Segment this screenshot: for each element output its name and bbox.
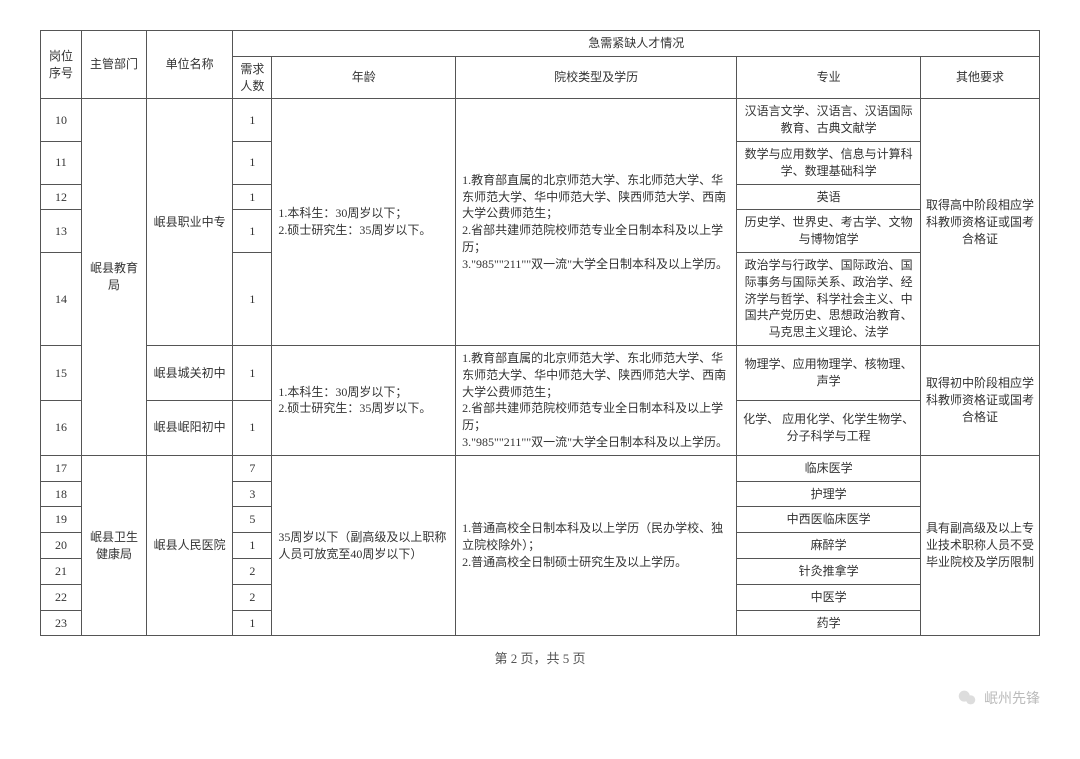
watermark-text: 岷州先锋	[984, 688, 1040, 708]
cell-idx: 10	[41, 99, 82, 142]
th-need: 需求人数	[233, 56, 272, 99]
table-row: 17 岷县卫生健康局 岷县人民医院 7 35周岁以下（副高级及以上职称人员可放宽…	[41, 455, 1040, 481]
th-major: 专业	[737, 56, 921, 99]
cell-idx: 18	[41, 481, 82, 507]
cell-major: 药学	[737, 610, 921, 636]
cell-idx: 13	[41, 210, 82, 253]
cell-idx: 16	[41, 400, 82, 455]
cell-other: 取得高中阶段相应学科教师资格证或国考合格证	[920, 99, 1039, 346]
th-idx: 岗位序号	[41, 31, 82, 99]
th-other: 其他要求	[920, 56, 1039, 99]
cell-major: 针灸推拿学	[737, 558, 921, 584]
cell-idx: 20	[41, 533, 82, 559]
cell-need: 1	[233, 400, 272, 455]
watermark: 岷州先锋	[956, 687, 1040, 709]
cell-unit: 岷县职业中专	[146, 99, 232, 346]
cell-need: 1	[233, 252, 272, 345]
cell-major: 英语	[737, 184, 921, 210]
cell-idx: 21	[41, 558, 82, 584]
cell-age: 1.本科生：30周岁以下；2.硕士研究生：35周岁以下。	[272, 345, 456, 455]
cell-dept: 岷县教育局	[82, 99, 147, 455]
th-school: 院校类型及学历	[456, 56, 737, 99]
cell-idx: 11	[41, 141, 82, 184]
cell-age: 1.本科生：30周岁以下；2.硕士研究生：35周岁以下。	[272, 99, 456, 346]
cell-idx: 15	[41, 345, 82, 400]
table-row: 10 岷县教育局 岷县职业中专 1 1.本科生：30周岁以下；2.硕士研究生：3…	[41, 99, 1040, 142]
cell-major: 物理学、应用物理学、核物理、声学	[737, 345, 921, 400]
page-footer: 第 2 页，共 5 页	[40, 648, 1040, 667]
cell-other: 取得初中阶段相应学科教师资格证或国考合格证	[920, 345, 1039, 455]
cell-major: 中西医临床医学	[737, 507, 921, 533]
cell-idx: 12	[41, 184, 82, 210]
cell-major: 数学与应用数学、信息与计算科学、数理基础科学	[737, 141, 921, 184]
wechat-icon	[956, 687, 978, 709]
recruitment-table: 岗位序号 主管部门 单位名称 急需紧缺人才情况 需求人数 年龄 院校类型及学历 …	[40, 30, 1040, 636]
cell-major: 麻醉学	[737, 533, 921, 559]
cell-school: 1.教育部直属的北京师范大学、东北师范大学、华东师范大学、华中师范大学、陕西师范…	[456, 99, 737, 346]
cell-need: 1	[233, 610, 272, 636]
cell-school: 1.教育部直属的北京师范大学、东北师范大学、华东师范大学、华中师范大学、陕西师范…	[456, 345, 737, 455]
cell-idx: 14	[41, 252, 82, 345]
cell-need: 1	[233, 345, 272, 400]
cell-school: 1.普通高校全日制本科及以上学历（民办学校、独立院校除外）；2.普通高校全日制硕…	[456, 455, 737, 636]
table-row: 15 岷县城关初中 1 1.本科生：30周岁以下；2.硕士研究生：35周岁以下。…	[41, 345, 1040, 400]
cell-need: 1	[233, 99, 272, 142]
cell-idx: 19	[41, 507, 82, 533]
th-group: 急需紧缺人才情况	[233, 31, 1040, 57]
cell-major: 中医学	[737, 584, 921, 610]
cell-need: 2	[233, 558, 272, 584]
cell-major: 历史学、世界史、考古学、文物与博物馆学	[737, 210, 921, 253]
cell-major: 化学、 应用化学、化学生物学、分子科学与工程	[737, 400, 921, 455]
cell-unit: 岷县城关初中	[146, 345, 232, 400]
th-age: 年龄	[272, 56, 456, 99]
cell-need: 1	[233, 184, 272, 210]
cell-unit: 岷县人民医院	[146, 455, 232, 636]
th-unit: 单位名称	[146, 31, 232, 99]
cell-idx: 17	[41, 455, 82, 481]
cell-idx: 23	[41, 610, 82, 636]
cell-dept: 岷县卫生健康局	[82, 455, 147, 636]
cell-age: 35周岁以下（副高级及以上职称人员可放宽至40周岁以下）	[272, 455, 456, 636]
cell-major: 政治学与行政学、国际政治、国际事务与国际关系、政治学、经济学与哲学、科学社会主义…	[737, 252, 921, 345]
th-dept: 主管部门	[82, 31, 147, 99]
cell-other: 具有副高级及以上专业技术职称人员不受毕业院校及学历限制	[920, 455, 1039, 636]
cell-major: 护理学	[737, 481, 921, 507]
cell-need: 5	[233, 507, 272, 533]
cell-need: 1	[233, 533, 272, 559]
cell-need: 1	[233, 210, 272, 253]
cell-need: 3	[233, 481, 272, 507]
cell-need: 2	[233, 584, 272, 610]
cell-need: 1	[233, 141, 272, 184]
cell-major: 汉语言文学、汉语言、汉语国际教育、古典文献学	[737, 99, 921, 142]
cell-idx: 22	[41, 584, 82, 610]
cell-major: 临床医学	[737, 455, 921, 481]
cell-unit: 岷县岷阳初中	[146, 400, 232, 455]
cell-need: 7	[233, 455, 272, 481]
